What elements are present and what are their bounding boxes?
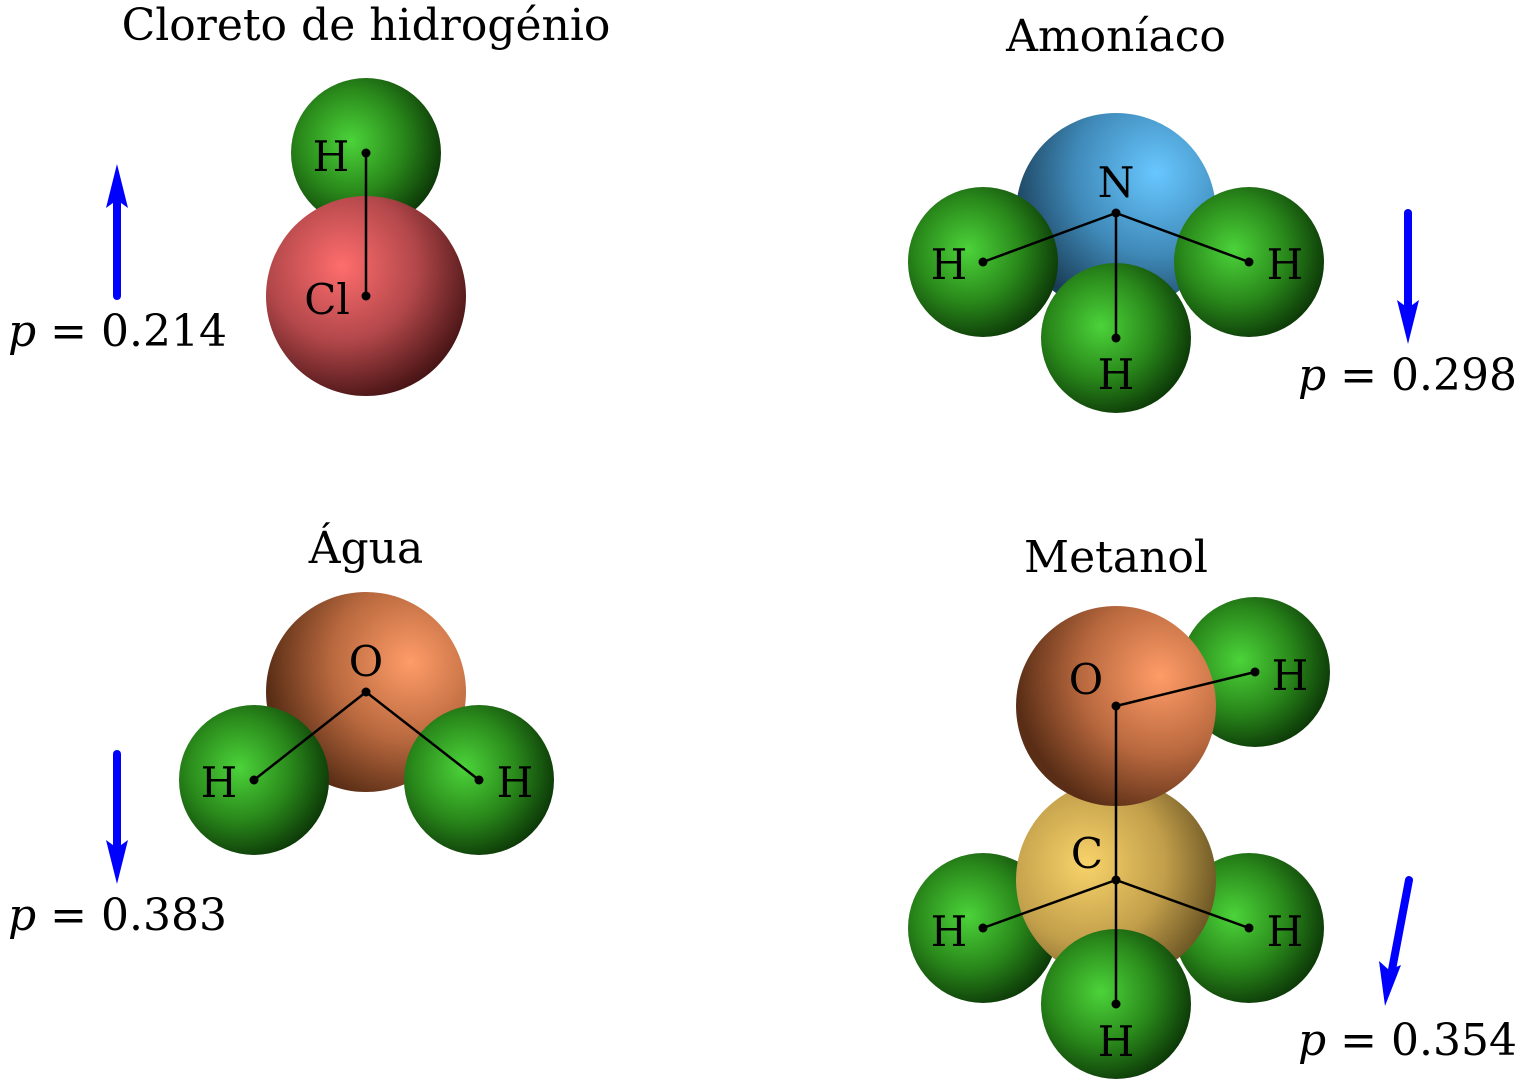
methanol-atom-label-h-bottom: H (1098, 1017, 1135, 1066)
water-dipole-symbol: p (8, 890, 36, 941)
hcl-atom-label-cl: Cl (304, 275, 350, 324)
hcl-cl-node (361, 291, 371, 301)
water-dipole-arrow (106, 750, 128, 884)
methanol-dipole-label: p = 0.354 (1298, 1015, 1517, 1066)
ammonia-dipole-label: p = 0.298 (1298, 350, 1517, 401)
methanol-dipole-arrow (1379, 876, 1413, 1006)
ammonia-dipole-symbol: p (1298, 350, 1326, 401)
methanol-atom-label-h-left: H (931, 907, 968, 956)
methanol-title: Metanol (1024, 532, 1208, 583)
hcl-dipole-value: = 0.214 (50, 306, 227, 357)
water-dipole-value: = 0.383 (50, 890, 227, 941)
water-atom-label-h-left: H (201, 758, 238, 807)
water-atom-label-o: O (349, 637, 383, 686)
molecule-water: Água O H H p = 0.383 (8, 521, 554, 941)
ammonia-atom-label-h-left: H (931, 240, 968, 289)
hcl-dipole-label: p = 0.214 (8, 306, 227, 357)
methanol-dipole-symbol: p (1298, 1015, 1326, 1066)
water-dipole-label: p = 0.383 (8, 890, 227, 941)
methanol-atom-label-o: O (1069, 655, 1103, 704)
water-atom-label-h-right: H (497, 758, 534, 807)
methanol-atom-label-h-right: H (1267, 907, 1304, 956)
molecule-ammonia: Amoníaco N H H H p = 0.298 (908, 11, 1517, 413)
ammonia-dipole-value: = 0.298 (1340, 350, 1517, 401)
methanol-atom-label-c: C (1071, 829, 1103, 878)
ammonia-atom-label-h-bottom: H (1098, 350, 1135, 399)
ammonia-title: Amoníaco (1005, 11, 1226, 62)
hcl-h-node (361, 148, 371, 158)
molecule-methanol: Metanol O H C H H H p = 0.354 (908, 532, 1517, 1079)
methanol-dipole-value: = 0.354 (1340, 1015, 1517, 1066)
molecule-hcl: Cloreto de hidrogénio H Cl p = 0.214 (8, 0, 610, 396)
methanol-atom-label-h-hydroxyl: H (1272, 651, 1309, 700)
ammonia-dipole-arrow (1397, 209, 1419, 344)
hcl-dipole-arrow (106, 164, 128, 300)
hcl-dipole-symbol: p (8, 306, 36, 357)
ammonia-atom-label-h-right: H (1267, 240, 1304, 289)
hcl-atom-label-h: H (313, 132, 350, 181)
water-title: Água (308, 521, 424, 574)
ammonia-atom-label-n: N (1098, 158, 1135, 207)
hcl-title: Cloreto de hidrogénio (122, 0, 611, 51)
